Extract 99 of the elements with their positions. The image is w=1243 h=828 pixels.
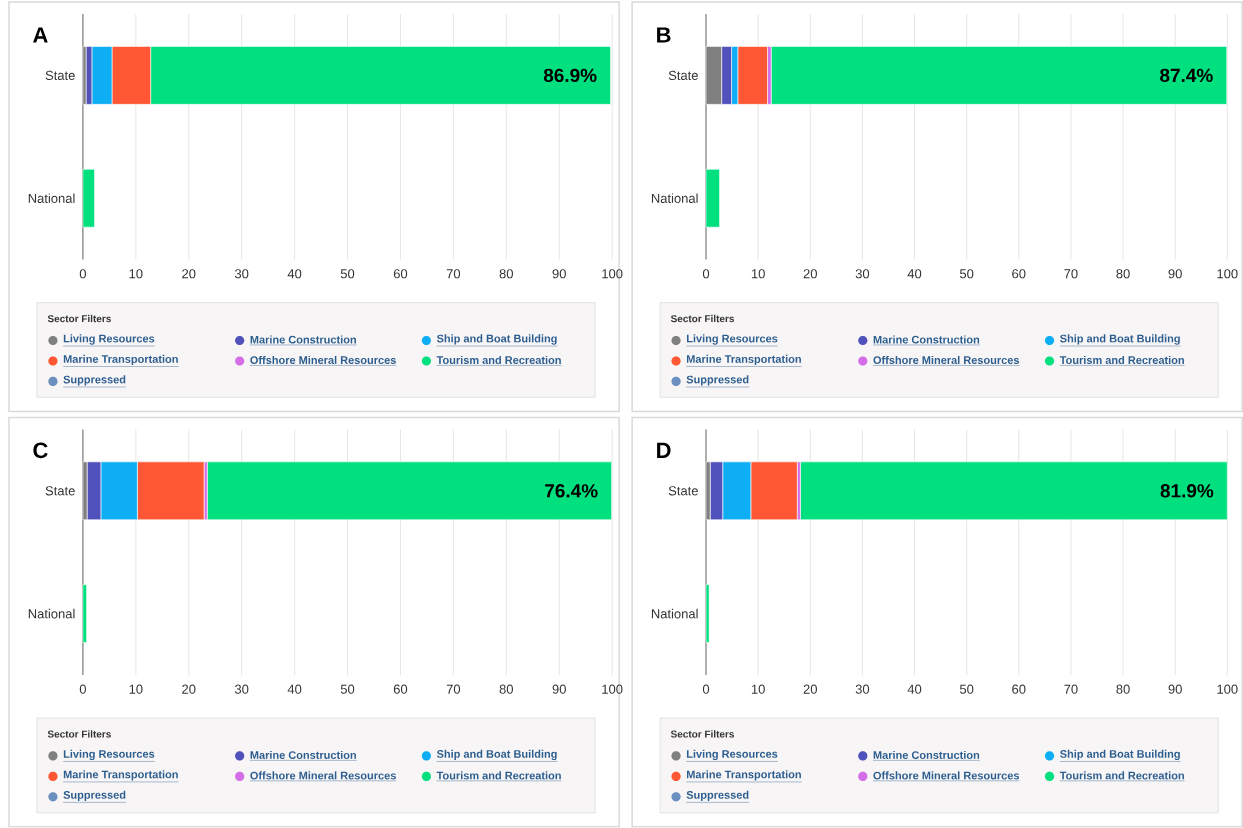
- x-tick-label: 60: [393, 269, 408, 279]
- x-tick-label: 80: [499, 269, 514, 279]
- x-tick-label: 50: [959, 684, 974, 694]
- x-tick-label: 50: [959, 269, 974, 279]
- x-tick-label: 20: [803, 269, 817, 279]
- legend-label: Marine Construction: [873, 335, 980, 344]
- legend-title: Sector Filters: [47, 314, 111, 323]
- x-tick-label: 90: [552, 684, 566, 694]
- chart-title: C: [33, 442, 48, 459]
- x-tick-label: 0: [702, 269, 710, 279]
- x-tick-label: 20: [182, 684, 196, 694]
- x-tick-label: 20: [803, 684, 817, 694]
- bar: [800, 461, 1228, 521]
- x-tick-label: 30: [234, 684, 249, 694]
- legend-label: Suppressed: [686, 790, 749, 802]
- legend-label: Tourism and Recreation: [436, 771, 561, 780]
- legend-label: Living Resources: [63, 334, 155, 345]
- legend-label: Marine Transportation: [63, 354, 178, 366]
- y-tick-label: National: [28, 608, 75, 619]
- legend-label: Marine Construction: [250, 335, 356, 344]
- legend-title: Sector Filters: [670, 730, 735, 738]
- x-tick-label: 10: [751, 684, 765, 694]
- x-tick-label: 60: [1012, 269, 1026, 279]
- chart-title: D: [657, 442, 671, 458]
- x-tick-label: 80: [499, 684, 514, 694]
- legend-label: Ship and Boat Building: [1060, 749, 1180, 761]
- x-tick-label: 80: [1116, 269, 1130, 279]
- legend-label: Living Resources: [686, 334, 778, 345]
- x-tick-label: 100: [602, 684, 623, 694]
- legend-label: Living Resources: [686, 749, 778, 761]
- legend-label: Suppressed: [686, 375, 749, 386]
- x-tick-label: 10: [751, 269, 765, 279]
- legend-label: Tourism and Recreation: [1059, 356, 1184, 365]
- x-tick-label: 90: [1168, 684, 1182, 694]
- x-tick-label: 80: [1116, 684, 1130, 694]
- legend-label: Offshore Mineral Resources: [873, 356, 1020, 365]
- legend-title: Sector Filters: [47, 730, 111, 738]
- data-label: 81.9%: [1160, 484, 1214, 498]
- bar: [705, 169, 720, 228]
- legend-label: Offshore Mineral Resources: [873, 771, 1020, 780]
- x-tick-label: 10: [129, 269, 143, 279]
- x-tick-label: 100: [602, 269, 623, 279]
- bar: [705, 584, 710, 643]
- legend-label: Marine Transportation: [686, 770, 801, 781]
- legend-label: Living Resources: [63, 749, 155, 761]
- x-tick-label: 100: [1217, 684, 1238, 694]
- legend-label: Ship and Boat Building: [436, 749, 557, 761]
- x-tick-label: 30: [234, 269, 249, 279]
- chart-title: A: [33, 27, 48, 43]
- legend-label: Ship and Boat Building: [436, 334, 557, 345]
- legend-label: Offshore Mineral Resources: [250, 356, 396, 365]
- legend-label: Marine Transportation: [686, 354, 801, 366]
- y-tick-label: National: [28, 193, 75, 204]
- y-tick-label: State: [45, 486, 75, 496]
- bar: [206, 461, 612, 521]
- legend-label: Suppressed: [63, 375, 126, 386]
- legend-label: Suppressed: [63, 790, 126, 802]
- legend-label: Ship and Boat Building: [1060, 334, 1180, 345]
- chart-title: B: [657, 27, 671, 43]
- y-tick-label: National: [651, 608, 698, 619]
- y-tick-label: State: [668, 486, 698, 496]
- x-tick-label: 60: [1012, 684, 1026, 694]
- data-label: 76.4%: [545, 484, 598, 498]
- x-tick-label: 30: [855, 684, 870, 694]
- bar: [82, 584, 87, 643]
- x-tick-label: 0: [79, 269, 86, 279]
- x-tick-label: 70: [1064, 269, 1078, 279]
- legend-title: Sector Filters: [670, 314, 735, 323]
- x-tick-label: 40: [907, 269, 922, 279]
- y-tick-label: National: [651, 193, 698, 204]
- x-tick-label: 0: [702, 684, 710, 694]
- bar: [770, 46, 1228, 105]
- bar: [82, 169, 95, 228]
- x-tick-label: 70: [446, 684, 461, 694]
- legend-label: Tourism and Recreation: [436, 356, 561, 365]
- x-tick-label: 90: [1168, 269, 1182, 279]
- x-tick-label: 50: [340, 269, 355, 279]
- legend-label: Marine Construction: [250, 750, 356, 760]
- x-tick-label: 90: [552, 269, 566, 279]
- x-tick-label: 10: [129, 684, 143, 694]
- data-label: 86.9%: [543, 68, 597, 83]
- x-tick-label: 30: [855, 269, 870, 279]
- x-tick-label: 40: [907, 684, 922, 694]
- y-tick-label: State: [45, 70, 75, 81]
- legend-label: Marine Transportation: [63, 770, 178, 781]
- legend-label: Offshore Mineral Resources: [250, 771, 396, 780]
- y-tick-label: State: [668, 70, 698, 81]
- x-tick-label: 40: [287, 269, 302, 279]
- x-tick-label: 100: [1217, 269, 1238, 279]
- x-tick-label: 60: [393, 684, 408, 694]
- x-tick-label: 20: [182, 269, 196, 279]
- legend-label: Tourism and Recreation: [1059, 771, 1184, 780]
- x-tick-label: 70: [1064, 684, 1078, 694]
- x-tick-label: 0: [79, 684, 86, 694]
- x-tick-label: 40: [287, 684, 302, 694]
- x-tick-label: 70: [446, 269, 461, 279]
- data-label: 87.4%: [1160, 68, 1213, 83]
- legend-label: Marine Construction: [873, 750, 980, 760]
- x-tick-label: 50: [340, 684, 355, 694]
